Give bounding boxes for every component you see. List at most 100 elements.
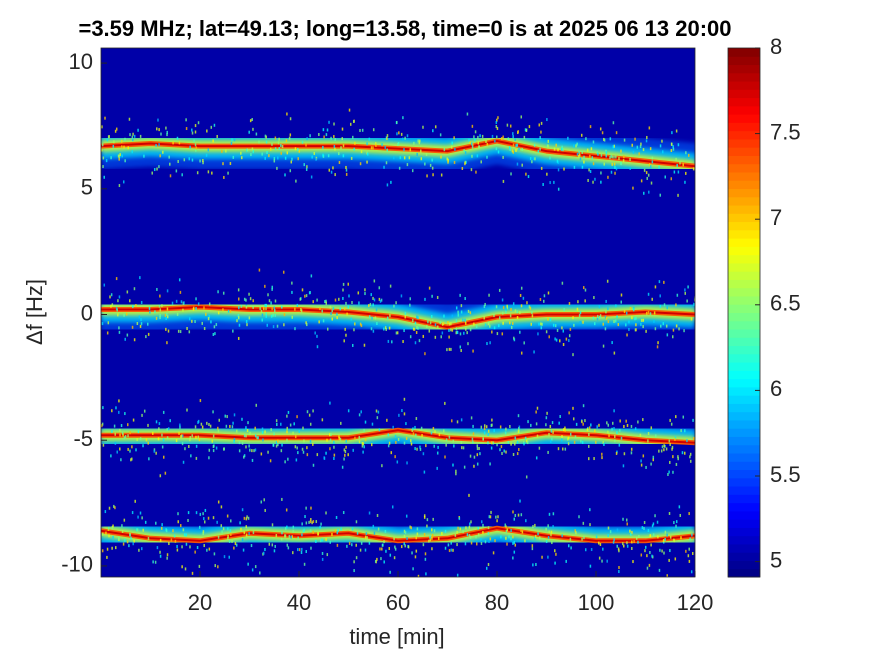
speckle: [383, 540, 385, 544]
speckle: [483, 305, 486, 309]
speckle: [178, 141, 181, 145]
speckle: [519, 499, 521, 503]
speckle: [637, 420, 639, 424]
speckle: [291, 281, 293, 285]
speckle: [216, 520, 218, 524]
speckle: [537, 332, 539, 336]
speckle: [483, 316, 485, 320]
speckle: [593, 322, 596, 326]
speckle: [416, 326, 418, 330]
speckle: [687, 554, 690, 558]
speckle: [384, 145, 387, 149]
speckle: [692, 167, 695, 171]
speckle: [365, 532, 368, 536]
speckle: [212, 332, 215, 336]
speckle: [447, 543, 450, 547]
speckle: [353, 569, 355, 573]
speckle: [596, 317, 599, 321]
speckle: [431, 528, 433, 532]
speckle: [383, 560, 385, 564]
speckle: [402, 137, 404, 141]
speckle: [135, 304, 137, 308]
speckle: [509, 425, 511, 429]
speckle: [423, 515, 426, 519]
speckle: [681, 451, 684, 455]
speckle: [543, 294, 546, 298]
speckle: [579, 321, 582, 325]
speckle: [418, 339, 421, 343]
speckle: [364, 292, 366, 296]
speckle: [423, 533, 426, 537]
speckle: [543, 299, 545, 303]
speckle: [366, 160, 368, 164]
speckle: [635, 323, 637, 327]
speckle: [487, 562, 490, 566]
speckle: [141, 547, 143, 551]
speckle: [594, 177, 596, 181]
speckle: [190, 454, 192, 458]
speckle: [670, 177, 673, 181]
speckle: [123, 518, 126, 522]
speckle: [111, 429, 113, 433]
speckle: [416, 532, 419, 536]
speckle: [582, 320, 584, 324]
speckle: [358, 435, 361, 439]
speckle: [502, 135, 504, 139]
speckle: [605, 299, 607, 303]
speckle: [295, 179, 297, 183]
speckle: [475, 170, 477, 174]
speckle: [183, 158, 186, 162]
speckle: [497, 515, 499, 519]
speckle: [246, 323, 248, 327]
speckle: [578, 314, 581, 318]
speckle: [458, 517, 461, 521]
speckle: [302, 450, 305, 454]
speckle: [137, 430, 140, 434]
speckle: [233, 413, 236, 417]
speckle: [172, 141, 174, 145]
speckle: [536, 406, 539, 410]
speckle: [588, 426, 591, 430]
speckle: [215, 323, 218, 327]
speckle: [554, 549, 556, 553]
speckle: [485, 425, 488, 429]
speckle: [305, 294, 308, 298]
speckle: [496, 332, 499, 336]
speckle: [208, 302, 211, 306]
speckle: [514, 138, 516, 142]
speckle: [280, 537, 283, 541]
speckle: [487, 441, 489, 445]
speckle: [291, 290, 293, 294]
speckle: [615, 304, 617, 308]
speckle: [416, 152, 418, 156]
colorbar-cell: [728, 271, 760, 280]
speckle: [400, 132, 403, 136]
speckle: [663, 303, 666, 307]
speckle: [318, 320, 320, 324]
speckle: [402, 116, 404, 120]
speckle: [297, 548, 299, 552]
speckle: [647, 529, 650, 533]
speckle: [409, 525, 411, 529]
speckle: [505, 427, 507, 431]
speckle: [431, 294, 433, 298]
speckle: [486, 142, 489, 146]
speckle: [622, 464, 625, 468]
speckle: [143, 154, 145, 158]
speckle: [325, 511, 327, 515]
speckle: [360, 541, 363, 545]
speckle: [184, 567, 187, 571]
speckle: [169, 162, 171, 166]
speckle: [612, 121, 615, 125]
colorbar-cell: [728, 138, 760, 148]
speckle: [251, 568, 254, 572]
speckle: [625, 323, 627, 327]
speckle: [516, 440, 519, 444]
speckle: [227, 534, 229, 538]
speckle: [143, 409, 146, 413]
speckle: [600, 171, 602, 175]
speckle: [118, 184, 121, 188]
speckle: [251, 449, 253, 453]
speckle: [634, 427, 637, 431]
speckle: [300, 551, 303, 555]
